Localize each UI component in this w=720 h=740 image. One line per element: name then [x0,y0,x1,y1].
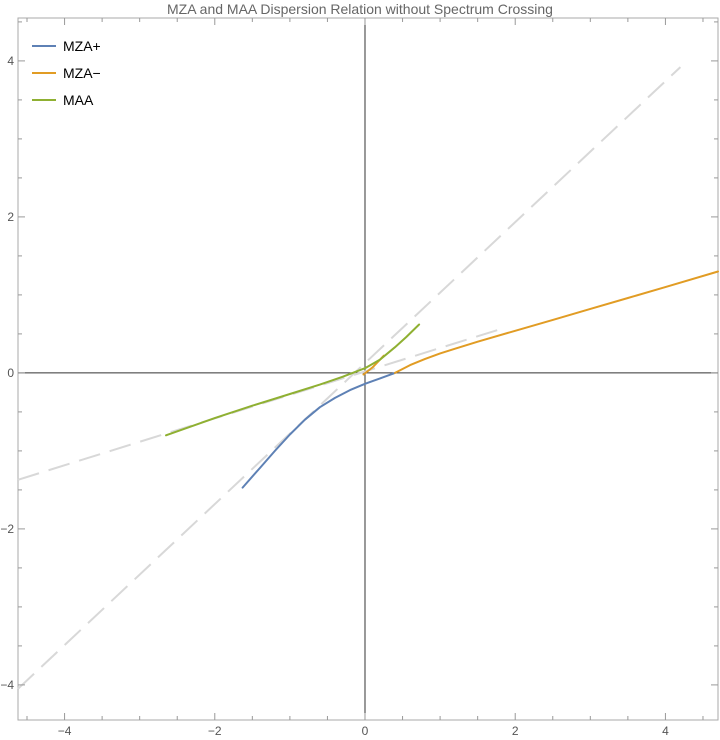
x-tick-label: −2 [208,724,222,738]
reference-line-1 [17,328,501,481]
plot-frame-border [17,17,719,721]
series-line-mza-minus-1 [394,270,719,374]
axes [18,18,718,720]
plot-frame [17,17,719,721]
legend-swatch-mza-plus [32,44,56,47]
y-tick-label: −2 [0,522,14,536]
series-line-maa-3 [165,323,421,437]
tick-marks [18,18,718,720]
legend-swatch-mza-minus [32,71,56,74]
y-tick-label-zero: 0 [7,366,14,380]
legend-label-mza-plus: MZA+ [63,37,101,54]
y-tick-label: 2 [7,210,14,224]
legend: MZA+ MZA− MAA [32,32,101,113]
y-tick-label: −4 [0,678,14,692]
legend-label-maa: MAA [63,91,94,108]
legend-item-mza-minus: MZA− [32,59,101,86]
legend-label-mza-minus: MZA− [63,64,101,81]
x-tick-label: −4 [58,724,72,738]
legend-swatch-maa [32,98,56,101]
y-tick-label: 4 [7,54,14,68]
chart-title: MZA and MAA Dispersion Relation without … [167,1,553,17]
x-tick-label: 0 [362,724,369,738]
reference-line-0 [17,66,682,690]
series-line-mza-plus-0 [241,371,396,489]
legend-item-mza-plus: MZA+ [32,32,101,59]
reference-lines [17,66,682,690]
x-tick-label: 4 [662,724,669,738]
data-series [165,270,719,489]
legend-item-maa: MAA [32,86,101,113]
x-tick-label: 2 [512,724,519,738]
tick-labels: −4 −2 0 2 4 −4 −2 2 4 0 [0,54,669,738]
